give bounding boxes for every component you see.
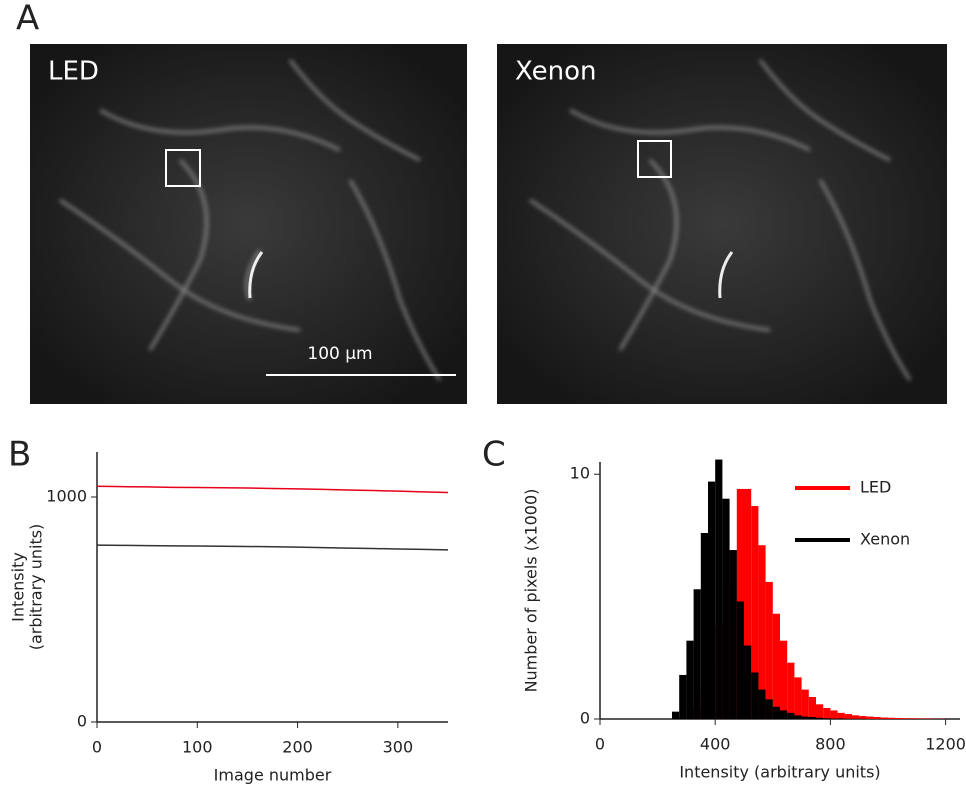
x-tick-label: 300: [383, 738, 414, 757]
hist-bar: [823, 718, 830, 719]
hist-bar: [744, 646, 751, 719]
hist-bar: [722, 499, 729, 719]
hist-bar: [737, 602, 744, 719]
panel-label: B: [8, 435, 31, 475]
hist-bar: [802, 717, 809, 719]
hist-bar: [852, 715, 859, 719]
hist-bar: [866, 717, 873, 719]
x-axis-label: Image number: [214, 766, 332, 785]
x-tick-label: 1200: [925, 735, 966, 754]
hist-bar: [910, 718, 917, 719]
hist-bar: [859, 716, 866, 719]
data-line: [97, 486, 448, 492]
x-tick-label: 100: [182, 738, 213, 757]
hist-bar: [751, 672, 758, 719]
panel-label: A: [16, 0, 39, 39]
hist-bar: [780, 710, 787, 719]
image-label: Xenon: [515, 57, 597, 87]
x-tick-label: 800: [815, 735, 846, 754]
hist-bar: [838, 713, 845, 719]
y-axis-label: Intensity: [9, 552, 28, 622]
hist-bar: [766, 699, 773, 719]
y-axis-label: (arbitrary units): [27, 524, 46, 651]
image-label: LED: [48, 57, 99, 87]
y-tick-label: 10: [570, 464, 590, 483]
x-tick-label: 0: [595, 735, 605, 754]
y-axis-label: Number of pixels (x1000): [522, 489, 541, 693]
hist-bar: [809, 717, 816, 719]
y-tick-label: 0: [580, 709, 590, 728]
hist-bar: [794, 715, 801, 719]
hist-bar: [701, 533, 708, 719]
data-line: [97, 545, 448, 550]
hist-bar: [902, 718, 909, 719]
hist-bar: [816, 718, 823, 719]
hist-bar: [888, 718, 895, 719]
hist-bar: [874, 717, 881, 719]
x-axis-label: Intensity (arbitrary units): [679, 763, 880, 782]
hist-bar: [881, 718, 888, 719]
hist-bar: [730, 550, 737, 719]
hist-bar: [816, 704, 823, 719]
legend-label: Xenon: [860, 530, 910, 549]
hist-bar: [773, 614, 780, 719]
hist-bar: [679, 675, 686, 719]
hist-bar: [794, 677, 801, 719]
hist-bar: [780, 641, 787, 719]
legend-label: LED: [860, 478, 891, 497]
y-tick-label: 0: [77, 712, 87, 731]
x-tick-label: 200: [282, 738, 313, 757]
hist-bar: [672, 712, 679, 719]
hist-bar: [773, 707, 780, 719]
image-xenon: Xenon: [497, 44, 947, 404]
x-tick-label: 0: [92, 738, 102, 757]
hist-bar: [715, 460, 722, 719]
hist-bar: [895, 718, 902, 719]
y-tick-label: 1000: [46, 487, 87, 506]
hist-bar: [845, 714, 852, 719]
hist-bar: [694, 589, 701, 719]
hist-bar: [708, 482, 715, 719]
x-tick-label: 400: [700, 735, 731, 754]
scale-bar-label: 100 μm: [307, 344, 372, 364]
image-led: LED 100 μm: [30, 44, 467, 404]
hist-bar: [686, 641, 693, 719]
hist-bar: [787, 713, 794, 719]
panel-label: C: [482, 435, 506, 475]
hist-bar: [787, 663, 794, 719]
hist-bar: [809, 697, 816, 719]
hist-bar: [830, 710, 837, 719]
hist-bar: [802, 690, 809, 719]
hist-bar: [758, 690, 765, 719]
hist-bar: [823, 708, 830, 719]
hist-bar: [766, 582, 773, 719]
